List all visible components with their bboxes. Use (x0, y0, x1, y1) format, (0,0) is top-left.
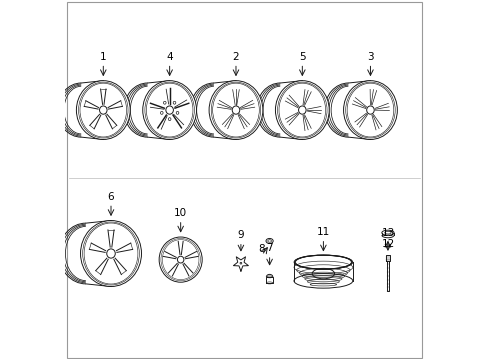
Text: 10: 10 (174, 208, 187, 218)
Ellipse shape (366, 106, 373, 114)
Ellipse shape (106, 249, 115, 258)
Text: 13: 13 (381, 228, 394, 238)
Text: 6: 6 (107, 192, 114, 202)
Text: 1: 1 (100, 51, 106, 62)
Text: 9: 9 (237, 230, 244, 240)
Ellipse shape (298, 106, 305, 114)
Ellipse shape (81, 221, 141, 287)
Text: 8: 8 (258, 243, 264, 253)
Text: 12: 12 (381, 239, 394, 249)
Text: 4: 4 (166, 51, 173, 62)
Ellipse shape (209, 81, 263, 139)
Text: 7: 7 (266, 243, 272, 253)
Text: 2: 2 (232, 51, 239, 62)
Ellipse shape (232, 106, 239, 114)
Text: 11: 11 (316, 227, 329, 237)
Ellipse shape (142, 81, 196, 139)
Text: 3: 3 (366, 51, 373, 62)
Ellipse shape (76, 81, 130, 139)
Ellipse shape (165, 106, 173, 114)
Ellipse shape (100, 106, 107, 114)
Ellipse shape (159, 237, 202, 282)
Ellipse shape (343, 81, 397, 139)
Ellipse shape (275, 81, 328, 139)
Text: 5: 5 (298, 51, 305, 62)
